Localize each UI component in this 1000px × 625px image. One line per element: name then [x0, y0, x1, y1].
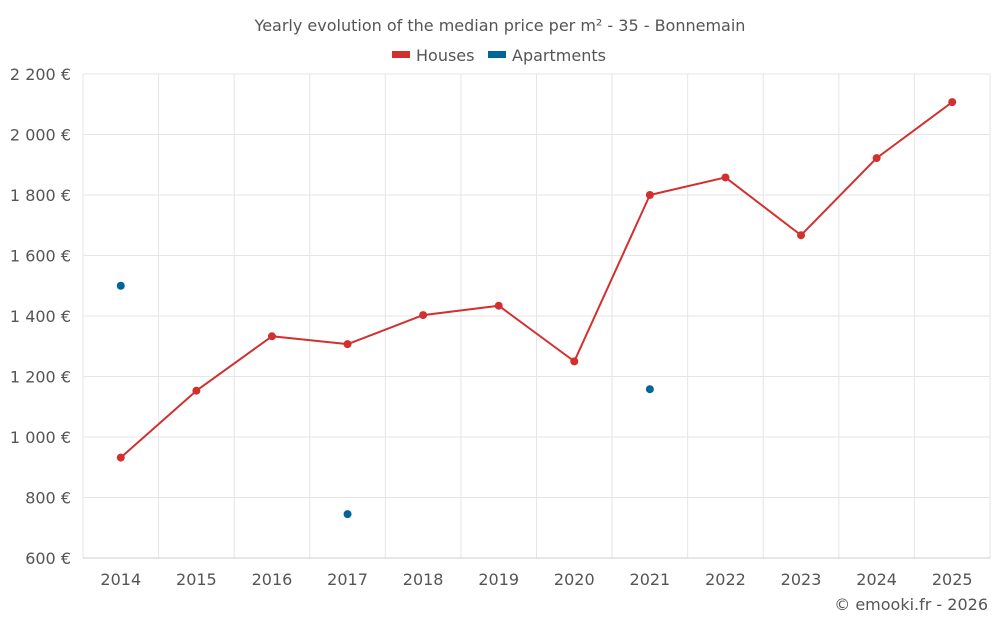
x-tick-label: 2016	[252, 570, 293, 589]
series-houses	[116, 98, 957, 462]
data-point[interactable]	[872, 154, 881, 163]
data-point[interactable]	[721, 173, 730, 182]
x-tick-label: 2014	[100, 570, 141, 589]
x-tick-label: 2020	[554, 570, 595, 589]
y-tick-label: 2 000 €	[10, 126, 71, 145]
data-point[interactable]	[419, 311, 428, 320]
x-tick-label: 2022	[705, 570, 746, 589]
grid	[82, 73, 991, 559]
series-line	[120, 101, 953, 459]
legend-swatch[interactable]	[488, 51, 506, 58]
credit-text: © emooki.fr - 2026	[834, 595, 988, 614]
legend-swatch[interactable]	[392, 51, 410, 58]
data-point[interactable]	[948, 98, 957, 107]
data-point[interactable]	[343, 510, 352, 519]
y-tick-label: 1 400 €	[10, 307, 71, 326]
y-tick-label: 2 200 €	[10, 65, 71, 84]
series-layer	[116, 98, 957, 519]
data-point[interactable]	[116, 281, 125, 290]
series-apartments	[116, 281, 654, 519]
data-point[interactable]	[192, 386, 201, 395]
data-point[interactable]	[645, 385, 654, 394]
data-point[interactable]	[570, 357, 579, 366]
data-point[interactable]	[494, 301, 503, 310]
y-tick-label: 1 200 €	[10, 368, 71, 387]
x-tick-label: 2023	[781, 570, 822, 589]
y-axis: 600 € 800 € 1 000 € 1 200 € 1 400 € 1 600 € 1 …	[10, 65, 71, 568]
x-tick-label: 2025	[932, 570, 973, 589]
legend: Houses Apartments	[392, 46, 606, 65]
data-point[interactable]	[267, 332, 276, 341]
x-tick-label: 2015	[176, 570, 217, 589]
y-tick-label: 800 €	[25, 489, 71, 508]
y-tick-label: 1 800 €	[10, 186, 71, 205]
y-tick-label: 600 €	[25, 549, 71, 568]
x-tick-label: 2024	[856, 570, 897, 589]
x-axis: 2014 2015 2016 2017 2018 2019 2020 2021 2022 2023…	[100, 570, 972, 589]
x-tick-label: 2019	[478, 570, 519, 589]
legend-label[interactable]: Apartments	[512, 46, 606, 65]
data-point[interactable]	[797, 231, 806, 240]
data-point[interactable]	[116, 453, 125, 462]
legend-label[interactable]: Houses	[416, 46, 474, 65]
data-point[interactable]	[343, 340, 352, 349]
x-tick-label: 2021	[630, 570, 671, 589]
x-tick-label: 2018	[403, 570, 444, 589]
chart-title: Yearly evolution of the median price per…	[254, 16, 746, 35]
x-tick-label: 2017	[327, 570, 368, 589]
y-tick-label: 1 600 €	[10, 247, 71, 266]
data-point[interactable]	[645, 191, 654, 199]
y-tick-label: 1 000 €	[10, 428, 71, 447]
